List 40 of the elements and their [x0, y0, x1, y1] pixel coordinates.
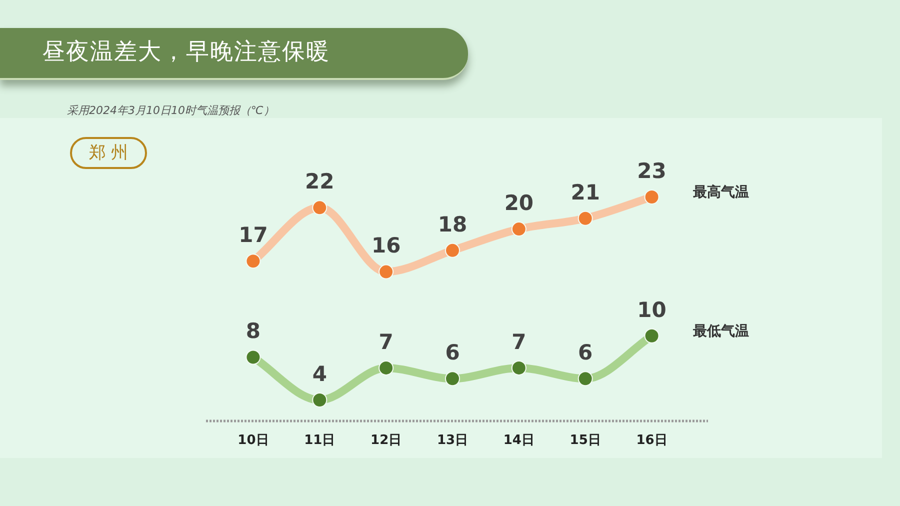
x-tick-label: 14日 [503, 433, 534, 448]
data-label: 6 [578, 340, 593, 365]
data-label: 10 [637, 298, 666, 322]
text: 最高气温 [692, 184, 749, 201]
x-tick-label: 12日 [370, 433, 402, 448]
point [378, 360, 394, 376]
data-label: 20 [504, 191, 534, 216]
point [578, 371, 593, 386]
data-label: 6 [445, 340, 460, 365]
text: 最低气温 [692, 324, 749, 340]
point [644, 190, 660, 204]
chart-subtitle: 采用2024年3月10日10时气温预报（℃） [67, 104, 274, 118]
point [445, 371, 460, 386]
data-label: 16 [371, 234, 401, 258]
point [445, 242, 460, 258]
point [511, 222, 526, 237]
data-label: 7 [378, 330, 394, 354]
point [312, 392, 328, 408]
data-label: 8 [246, 319, 261, 344]
x-tick-label: 10日 [238, 433, 269, 448]
x-tick-label: 16日 [636, 433, 668, 448]
point [511, 360, 526, 376]
point [644, 328, 660, 344]
point [578, 210, 593, 226]
x-tick-label: 13日 [436, 433, 468, 448]
text: 郑州 [89, 142, 133, 164]
point [246, 254, 261, 269]
data-label: 17 [238, 223, 268, 248]
chart-title: 昼夜温差大，早晚注意保暖 [42, 38, 330, 67]
point [246, 350, 261, 365]
point [378, 264, 394, 280]
data-label: 23 [637, 158, 666, 183]
x-tick-label: 15日 [570, 433, 601, 448]
data-label: 18 [438, 212, 468, 236]
data-label: 21 [570, 180, 600, 204]
data-label: 22 [305, 170, 334, 194]
x-tick-label: 11日 [304, 433, 336, 448]
data-label: 7 [512, 330, 526, 354]
data-label: 4 [312, 362, 327, 386]
point [312, 200, 328, 216]
